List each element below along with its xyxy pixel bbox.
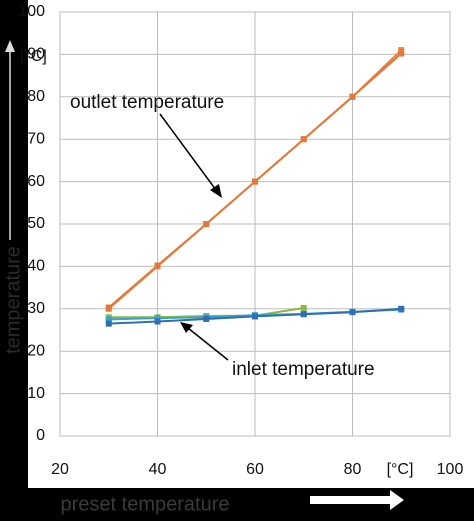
x-arrow-head xyxy=(390,490,404,510)
point xyxy=(203,221,210,227)
y-arrow-head xyxy=(5,40,15,52)
point xyxy=(398,47,405,54)
x-axis-label: preset temperature xyxy=(61,493,230,515)
x-tick-label: 20 xyxy=(51,461,69,478)
x-tick-label: 40 xyxy=(149,461,167,478)
annotation-arrow xyxy=(159,113,217,191)
point xyxy=(300,136,307,143)
point xyxy=(154,262,161,269)
point xyxy=(154,315,161,322)
marks xyxy=(105,47,405,327)
point xyxy=(349,309,356,316)
y-tick-label: 10 xyxy=(27,385,45,402)
point xyxy=(105,304,112,311)
y-unit: [°C] xyxy=(20,48,47,65)
point xyxy=(252,313,258,320)
y-axis-label: temperature xyxy=(2,246,24,354)
y-tick-label: 90 xyxy=(27,46,45,63)
point xyxy=(154,318,161,325)
y-tick-label: 20 xyxy=(27,342,45,359)
y-tick-label: 80 xyxy=(27,88,45,105)
point xyxy=(105,320,112,327)
annotation-arrow-head xyxy=(180,322,193,333)
point xyxy=(252,178,258,185)
x-arrow xyxy=(310,496,392,504)
annotation-arrow-head xyxy=(210,184,222,198)
point xyxy=(398,50,405,57)
point xyxy=(398,305,405,312)
y-tick-label: 70 xyxy=(27,130,45,147)
annotation-arrow xyxy=(187,327,229,361)
x-tick-label: 100 xyxy=(437,461,464,478)
point xyxy=(203,315,210,322)
point xyxy=(300,311,307,318)
y-tick-label: 30 xyxy=(27,300,45,317)
y-tick-label: 50 xyxy=(27,215,45,232)
point xyxy=(300,304,307,311)
y-tick-label: 60 xyxy=(27,173,45,190)
point xyxy=(105,316,112,323)
x-tick-label: 80 xyxy=(344,461,362,478)
x-tick-label: 60 xyxy=(246,461,264,478)
y-tick-label: 0 xyxy=(36,427,45,444)
point xyxy=(349,93,356,100)
left-band xyxy=(0,0,28,521)
y-tick-label: 40 xyxy=(27,258,45,275)
y-tick-label: 100 xyxy=(18,3,45,20)
x-unit: [°C] xyxy=(387,461,414,478)
annotation: inlet temperature xyxy=(232,359,375,380)
annotation: outlet temperature xyxy=(70,92,224,113)
